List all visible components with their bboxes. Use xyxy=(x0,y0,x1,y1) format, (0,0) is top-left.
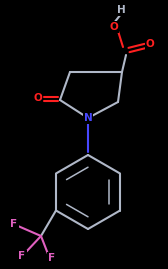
Text: F: F xyxy=(18,251,26,261)
Text: F: F xyxy=(10,219,18,229)
Text: N: N xyxy=(84,113,92,123)
Text: O: O xyxy=(110,22,118,32)
Text: H: H xyxy=(117,5,125,15)
Text: O: O xyxy=(34,93,42,103)
Text: O: O xyxy=(146,39,154,49)
Text: F: F xyxy=(48,253,56,263)
